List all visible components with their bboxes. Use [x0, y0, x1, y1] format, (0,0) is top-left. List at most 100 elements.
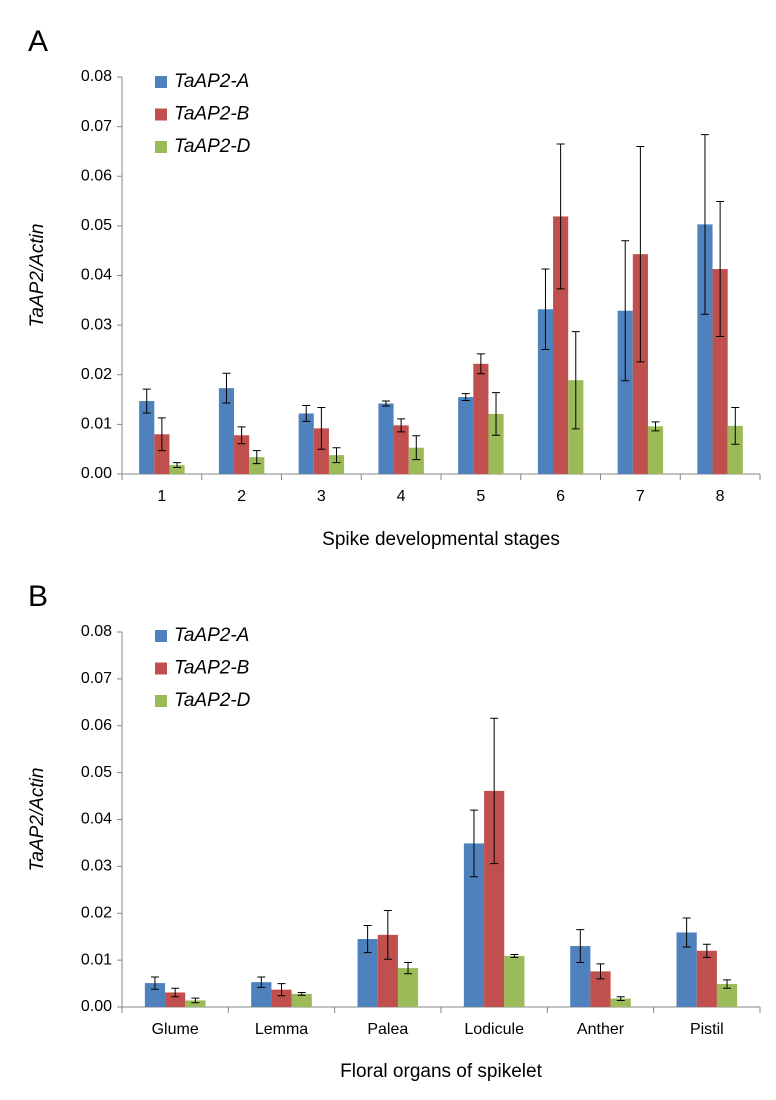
error-bar: [621, 240, 630, 382]
bar: [357, 939, 378, 1007]
x-tick-label: Lemma: [255, 1021, 308, 1038]
error-bar: [257, 976, 266, 988]
y-tick-label: 0.00: [81, 998, 112, 1015]
x-axis-title: Spike developmental stages: [322, 529, 560, 550]
bar: [484, 790, 505, 1007]
legend-swatch: [155, 141, 167, 153]
x-tick-label: 4: [397, 488, 406, 505]
bar: [251, 982, 272, 1007]
error-bar: [636, 145, 645, 363]
x-tick-label: 2: [237, 488, 246, 505]
bar: [169, 465, 185, 474]
legend-label: TaAP2-A: [174, 625, 249, 646]
legend-label: TaAP2-B: [174, 658, 250, 679]
y-tick-label: 0.08: [81, 68, 112, 85]
legend-swatch: [155, 108, 167, 121]
bar: [377, 934, 398, 1007]
x-tick-label: Glume: [152, 1021, 199, 1038]
bar: [328, 455, 345, 474]
bar: [570, 946, 591, 1007]
y-tick-label: 0.06: [81, 167, 112, 184]
bar: [712, 269, 728, 474]
error-bar: [596, 963, 605, 980]
error-bar: [556, 143, 565, 290]
bar: [647, 426, 664, 474]
legend-label: TaAP2-D: [174, 690, 251, 711]
bar: [696, 950, 717, 1007]
y-tick-label: 0.04: [81, 267, 112, 284]
y-tick-label: 0.04: [81, 811, 112, 828]
y-tick-label: 0.07: [81, 670, 112, 687]
error-bar: [469, 809, 478, 878]
error-bar: [157, 417, 166, 452]
error-bar: [297, 991, 306, 996]
error-bar: [302, 405, 311, 422]
error-bar: [142, 388, 151, 414]
error-bar: [150, 976, 159, 990]
error-bar: [576, 929, 585, 963]
x-tick-label: Palea: [367, 1021, 408, 1038]
bar: [408, 447, 424, 474]
y-tick-label: 0.03: [81, 858, 112, 875]
x-axis-title: Floral organs of spikelet: [340, 1061, 542, 1082]
x-tick-label: 5: [476, 488, 485, 505]
error-bar: [700, 134, 709, 315]
y-tick-label: 0.05: [81, 217, 112, 234]
x-tick-label: 3: [317, 488, 326, 505]
legend-label: TaAP2-B: [174, 104, 250, 125]
panel-label: B: [28, 580, 48, 613]
error-bar: [702, 943, 711, 958]
error-bar: [397, 418, 406, 433]
error-bar: [412, 435, 421, 461]
error-bar: [317, 407, 326, 450]
error-bar: [571, 331, 580, 430]
x-tick-label: Anther: [577, 1021, 625, 1038]
y-tick-label: 0.03: [81, 316, 112, 333]
bar: [488, 413, 504, 474]
error-bar: [490, 717, 499, 865]
error-bar: [616, 996, 625, 1001]
bar: [397, 968, 419, 1007]
x-tick-label: 8: [716, 488, 725, 505]
error-bar: [277, 983, 286, 997]
y-tick-label: 0.08: [81, 623, 112, 640]
error-bar: [404, 961, 413, 975]
y-tick-label: 0.07: [81, 118, 112, 135]
bar: [463, 843, 485, 1007]
y-tick-label: 0.06: [81, 717, 112, 734]
bar: [144, 983, 166, 1007]
error-bar: [461, 393, 470, 402]
error-bar: [731, 407, 740, 445]
bar: [676, 932, 697, 1007]
x-tick-label: 7: [636, 488, 645, 505]
bar: [185, 1000, 206, 1007]
legend-swatch: [155, 662, 167, 675]
x-tick-label: Pistil: [690, 1021, 724, 1038]
bar: [393, 425, 409, 474]
bar: [249, 457, 265, 474]
error-bar: [541, 268, 550, 350]
error-bar: [476, 353, 485, 375]
legend-swatch: [155, 630, 167, 642]
bar: [473, 363, 489, 474]
bar: [298, 413, 314, 474]
bar: [697, 224, 713, 474]
bar: [590, 971, 611, 1007]
error-bar: [191, 997, 200, 1004]
y-tick-label: 0.01: [81, 951, 112, 968]
error-bar: [222, 372, 231, 404]
error-bar: [173, 462, 182, 469]
y-axis-title: TaAP2/Actin: [27, 224, 48, 328]
error-bar: [252, 450, 261, 465]
error-bar: [651, 421, 660, 432]
bar: [504, 955, 525, 1007]
error-bar: [510, 954, 519, 958]
y-tick-label: 0.00: [81, 465, 112, 482]
error-bar: [332, 447, 341, 464]
legend-swatch: [155, 695, 167, 707]
error-bar: [682, 917, 691, 948]
bar: [291, 993, 312, 1007]
y-tick-label: 0.02: [81, 904, 112, 921]
bar: [716, 984, 738, 1007]
